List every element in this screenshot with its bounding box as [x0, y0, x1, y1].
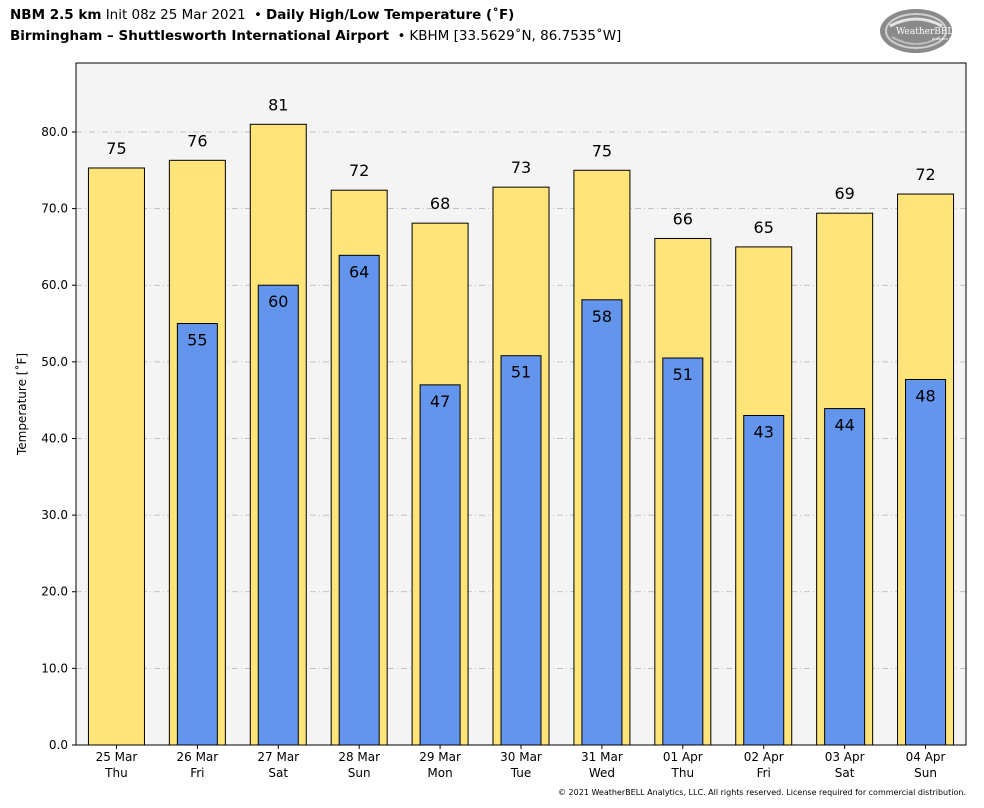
x-tick-day-label: Wed [589, 766, 615, 780]
subtitle-bullet: • [397, 28, 406, 44]
low-bar [824, 408, 866, 746]
x-tick-date-label: 25 Mar [96, 750, 138, 764]
location-name: Birmingham – Shuttlesworth International… [10, 28, 390, 44]
high-value-label: 73 [511, 158, 531, 177]
chart-title: NBM 2.5 km Init 08z 25 Mar 2021 • Daily H… [10, 7, 514, 23]
low-bar [338, 254, 380, 746]
y-tick-label: 50.0 [41, 355, 68, 369]
x-tick-day-label: Sun [914, 766, 937, 780]
y-tick-label: 20.0 [41, 585, 68, 599]
y-tick-label: 60.0 [41, 278, 68, 292]
station-info: KBHM [33.5629˚N, 86.7535˚W] [409, 28, 622, 44]
high-value-label: 69 [834, 184, 854, 203]
low-value-label: 51 [511, 363, 531, 382]
y-tick-label: 80.0 [41, 125, 68, 139]
x-tick-date-label: 02 Apr [744, 750, 784, 764]
chart-subtitle: Birmingham – Shuttlesworth International… [10, 28, 621, 44]
high-value-label: 72 [915, 165, 935, 184]
copyright-notice: © 2021 WeatherBELL Analytics, LLC. All r… [558, 788, 966, 797]
x-tick-date-label: 27 Mar [257, 750, 299, 764]
y-tick-label: 70.0 [41, 202, 68, 216]
low-bar [743, 414, 785, 746]
high-value-label: 75 [106, 139, 126, 158]
low-bar [905, 378, 947, 746]
x-tick-date-label: 29 Mar [419, 750, 461, 764]
low-value-label: 64 [349, 262, 369, 281]
low-value-label: 55 [187, 331, 207, 350]
x-tick-date-label: 26 Mar [176, 750, 218, 764]
y-tick-label: 10.0 [41, 661, 68, 675]
high-value-label: 68 [430, 194, 450, 213]
low-bar [500, 355, 542, 746]
low-bar [419, 384, 461, 746]
low-value-label: 48 [915, 386, 935, 405]
weatherbell-logo: WeatherBELL Analytics LLC [880, 9, 959, 53]
x-tick-date-label: 31 Mar [581, 750, 623, 764]
plot-frame [75, 62, 967, 746]
y-tick-label: 0.0 [49, 738, 68, 752]
y-tick-label: 40.0 [41, 431, 68, 445]
x-tick-day-label: Tue [510, 766, 532, 780]
x-tick-day-label: Sat [268, 766, 288, 780]
x-tick-day-label: Thu [671, 766, 695, 780]
title-bullet: • [254, 7, 262, 23]
x-tick-date-label: 01 Apr [663, 750, 703, 764]
low-bar [257, 284, 299, 746]
x-tick-day-label: Sun [348, 766, 371, 780]
x-tick-day-label: Thu [104, 766, 128, 780]
low-bar [581, 299, 623, 746]
y-tick-label: 30.0 [41, 508, 68, 522]
high-value-label: 76 [187, 131, 207, 150]
low-value-label: 44 [834, 416, 854, 435]
x-tick-date-label: 04 Apr [906, 750, 946, 764]
high-value-label: 72 [349, 161, 369, 180]
x-tick-day-label: Fri [757, 766, 771, 780]
product-name: Daily High/Low Temperature (˚F) [265, 7, 515, 23]
x-tick-date-label: 28 Mar [338, 750, 380, 764]
y-axis-label: Temperature [˚F] [14, 353, 29, 456]
model-name: NBM 2.5 km [10, 7, 102, 23]
low-value-label: 47 [430, 392, 450, 411]
low-value-label: 51 [673, 365, 693, 384]
x-tick-day-label: Mon [427, 766, 452, 780]
low-value-label: 60 [268, 292, 288, 311]
init-time: Init 08z 25 Mar 2021 [105, 7, 246, 23]
high-value-label: 66 [673, 209, 693, 228]
high-value-label: 65 [754, 218, 774, 237]
x-tick-date-label: 03 Apr [825, 750, 865, 764]
low-bar [662, 357, 704, 746]
high-bar [87, 167, 145, 746]
low-bar [176, 323, 218, 746]
logo-text: WeatherBELL [896, 27, 959, 37]
x-tick-date-label: 30 Mar [500, 750, 542, 764]
x-tick-day-label: Fri [190, 766, 204, 780]
high-value-label: 81 [268, 95, 288, 114]
low-value-label: 43 [754, 422, 774, 441]
logo-subtext: Analytics LLC [932, 37, 956, 41]
high-value-label: 75 [592, 141, 612, 160]
low-value-label: 58 [592, 307, 612, 326]
x-tick-day-label: Sat [835, 766, 855, 780]
